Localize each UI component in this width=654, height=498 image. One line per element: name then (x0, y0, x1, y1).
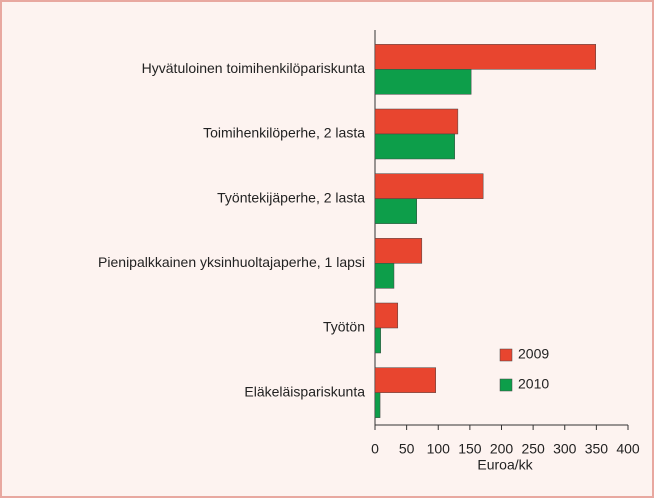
x-tick-label: 150 (458, 441, 482, 457)
x-tick-label: 300 (553, 441, 577, 457)
bar (374, 327, 381, 354)
bar (374, 302, 399, 329)
y-tick-label: Työntekijäperhe, 2 lasta (217, 189, 365, 205)
bar (374, 263, 395, 289)
bar (374, 108, 459, 135)
x-tick-label: 200 (490, 441, 514, 457)
bar (374, 173, 484, 199)
y-tick-label: Pienipalkkainen yksinhuoltajaperhe, 1 la… (98, 254, 365, 270)
legend-swatch (499, 348, 513, 362)
legend-label: 2009 (518, 346, 549, 362)
bar (374, 198, 417, 224)
bar (374, 367, 436, 393)
bar (374, 392, 381, 418)
x-tick-label: 250 (521, 441, 545, 457)
legend-swatch (499, 378, 513, 392)
x-tick-label: 0 (371, 441, 379, 457)
x-axis-label: Euroa/kk (477, 457, 533, 473)
x-tick-label: 50 (399, 441, 415, 457)
x-tick-label: 350 (585, 441, 609, 457)
y-tick-label: Eläkeläispariskunta (244, 383, 365, 399)
bar (374, 133, 455, 160)
y-tick-label: Hyvätuloinen toimihenkilöpariskunta (142, 60, 366, 76)
y-tick-label: Toimihenkilöperhe, 2 lasta (203, 125, 365, 141)
bar (374, 44, 596, 70)
bar (374, 69, 472, 95)
y-tick-label: Työtön (323, 319, 365, 335)
x-tick-label: 100 (427, 441, 451, 457)
legend-label: 2010 (518, 376, 549, 392)
bar (374, 238, 423, 264)
x-tick-label: 400 (616, 441, 640, 457)
